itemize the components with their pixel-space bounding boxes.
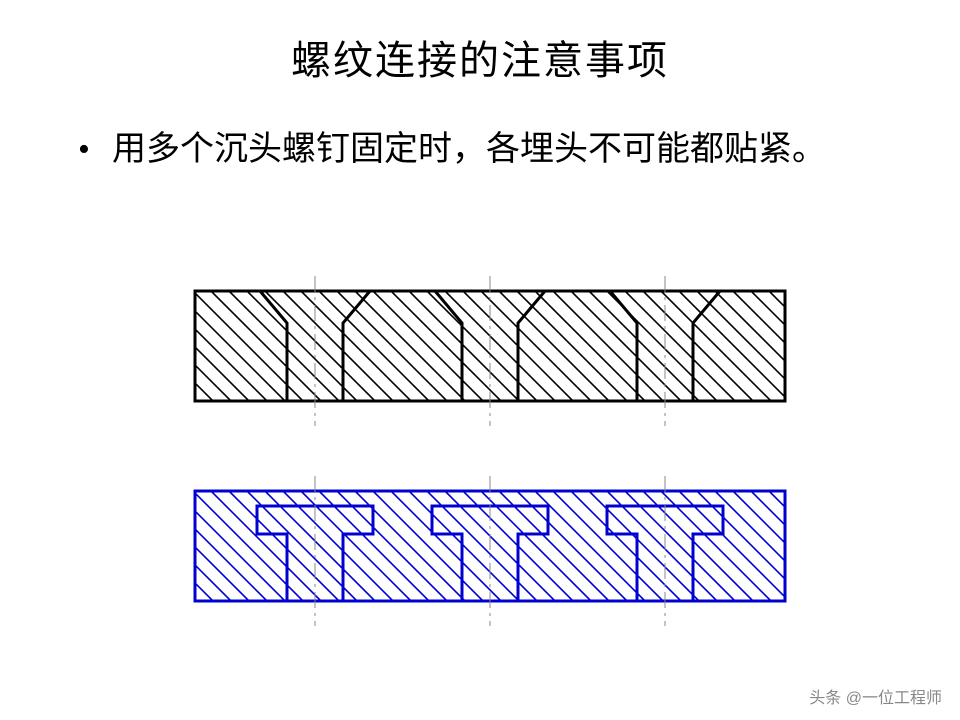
bullet-text: 用多个沉头螺钉固定时，各埋头不可能都贴紧。 (112, 128, 882, 172)
page-title: 螺纹连接的注意事项 (0, 28, 960, 86)
top-diagram-countersunk (185, 276, 795, 441)
watermark: 头条 @一位工程师 (809, 684, 942, 708)
bullet-item: • 用多个沉头螺钉固定时，各埋头不可能都贴紧。 (78, 128, 898, 172)
bullet-marker: • (78, 128, 108, 172)
bottom-diagram-counterbore (185, 476, 795, 641)
